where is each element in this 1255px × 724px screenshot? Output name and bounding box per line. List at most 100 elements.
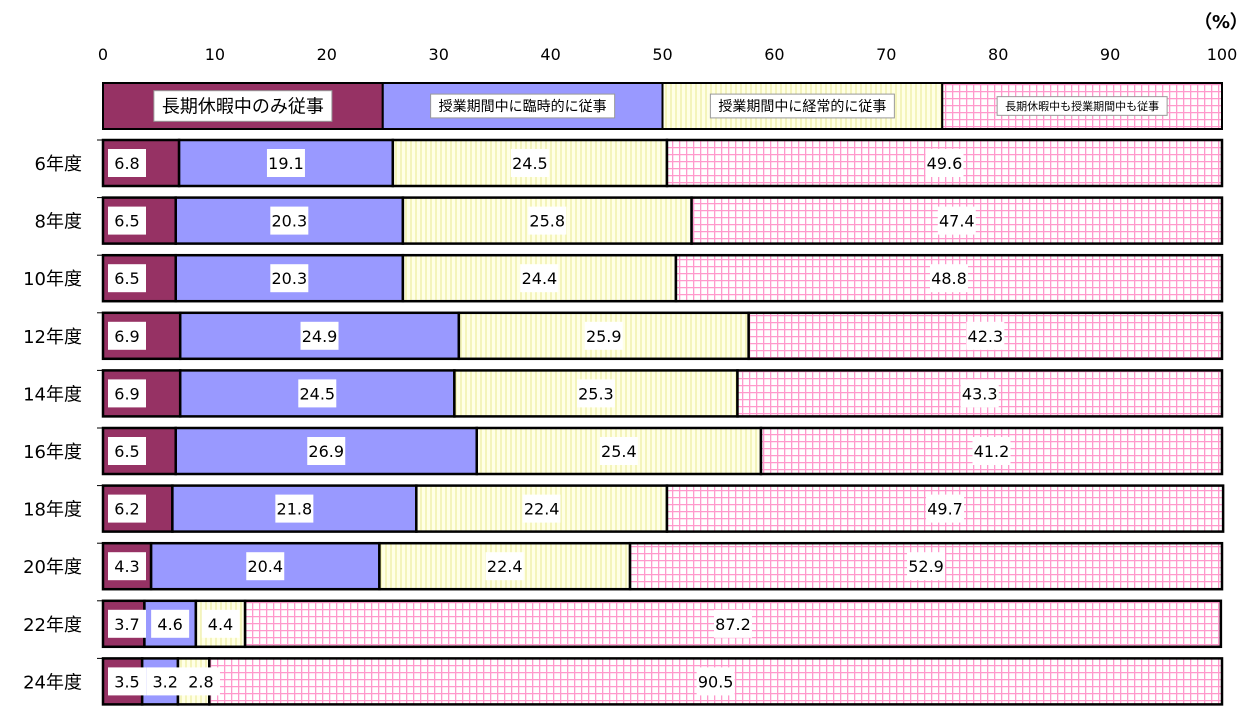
data-label: 87.2 — [715, 615, 751, 634]
bar-segment — [174, 253, 405, 303]
data-label: 47.4 — [939, 212, 975, 231]
data-label: 20.3 — [272, 212, 308, 231]
data-label: 3.2 — [152, 672, 177, 691]
data-label: 43.3 — [962, 384, 998, 403]
bar-segment — [178, 311, 461, 361]
data-label: 6.5 — [114, 212, 139, 231]
data-label-box — [485, 552, 524, 581]
x-tick-label: 50 — [652, 45, 672, 64]
data-label-box — [907, 552, 946, 581]
data-label: 4.6 — [157, 615, 182, 634]
data-label: 6.2 — [114, 500, 139, 519]
data-label-box — [108, 379, 146, 408]
data-label-box — [713, 609, 752, 638]
data-label: 25.9 — [586, 327, 622, 346]
data-label: 41.2 — [974, 442, 1010, 461]
data-label: 24.9 — [302, 327, 338, 346]
data-label-box — [510, 149, 549, 177]
data-label-box — [146, 667, 185, 696]
data-label-box — [108, 437, 146, 465]
data-label-box — [300, 321, 339, 350]
x-tick-label: 40 — [540, 45, 560, 64]
data-label: 2.8 — [188, 672, 213, 691]
category-label: 14年度 — [23, 384, 82, 405]
category-label: 24年度 — [23, 672, 82, 693]
data-label: 42.3 — [968, 327, 1004, 346]
data-label-box — [528, 206, 567, 235]
bar-segment — [243, 599, 1223, 649]
data-label: 26.9 — [308, 442, 344, 461]
data-label-box — [108, 206, 146, 235]
category-label: 22年度 — [23, 615, 82, 636]
data-label-box — [307, 437, 346, 465]
category-label: 10年度 — [23, 269, 82, 290]
data-label-box — [266, 149, 305, 177]
x-tick-label: 90 — [1100, 45, 1120, 64]
x-tick-label: 80 — [988, 45, 1008, 64]
data-label: 49.6 — [927, 154, 963, 173]
data-label: 22.4 — [487, 557, 523, 576]
data-label-box — [937, 206, 976, 235]
legend-label: 授業期間中に経常的に従事 — [718, 99, 886, 115]
data-label-box — [108, 149, 146, 177]
data-label-box — [696, 667, 735, 696]
data-label-box — [181, 667, 220, 696]
data-label: 24.5 — [299, 384, 335, 403]
data-label-box — [929, 264, 968, 293]
data-label-box — [108, 552, 146, 581]
data-label-box — [201, 609, 240, 638]
x-tick-label: 20 — [317, 45, 337, 64]
data-label: 3.5 — [114, 672, 139, 691]
data-label-box — [151, 609, 190, 638]
x-tick-label: 70 — [876, 45, 896, 64]
category-label: 18年度 — [23, 500, 82, 521]
data-label-box — [576, 379, 615, 408]
data-label: 21.8 — [277, 500, 313, 519]
x-tick-label: 0 — [98, 45, 108, 64]
data-label-box — [584, 321, 623, 350]
data-label: 19.1 — [268, 154, 304, 173]
legend-label-box — [996, 96, 1168, 116]
data-label: 25.3 — [578, 384, 614, 403]
data-label-box — [599, 437, 638, 465]
data-label-box — [925, 149, 964, 177]
data-label-box — [520, 264, 559, 293]
legend-label: 長期休暇中のみ従事 — [162, 96, 324, 117]
x-tick-label: 10 — [205, 45, 225, 64]
data-label-box — [522, 494, 561, 523]
data-label: 6.8 — [114, 154, 139, 173]
data-label: 49.7 — [927, 500, 963, 519]
data-label: 22.4 — [524, 500, 560, 519]
data-label: 4.3 — [114, 557, 139, 576]
legend-label-box — [709, 93, 895, 119]
data-label-box — [926, 494, 965, 523]
data-label: 25.4 — [601, 442, 637, 461]
legend-label-box — [153, 90, 333, 122]
x-tick-label: 100 — [1207, 45, 1238, 64]
category-label: 12年度 — [23, 327, 82, 348]
data-label-box — [270, 264, 309, 293]
data-label-box — [275, 494, 314, 523]
legend-label: 長期休暇中も授業期間中も従事 — [1005, 99, 1159, 113]
data-label: 48.8 — [931, 269, 967, 288]
x-tick-label: 30 — [429, 45, 449, 64]
bar-segment — [415, 484, 669, 533]
data-label-box — [246, 552, 285, 581]
data-label-box — [960, 379, 999, 408]
data-label-box — [108, 321, 146, 350]
data-label-box — [298, 379, 337, 408]
data-label: 6.9 — [114, 327, 139, 346]
data-label: 24.5 — [512, 154, 548, 173]
data-label: 90.5 — [698, 672, 734, 691]
data-label-box — [270, 206, 309, 235]
data-label-box — [972, 437, 1011, 465]
data-label: 20.4 — [247, 557, 283, 576]
category-label: 20年度 — [23, 557, 82, 578]
x-tick-label: 60 — [764, 45, 784, 64]
data-label: 3.7 — [114, 615, 139, 634]
data-label: 20.3 — [272, 269, 308, 288]
legend-label-box — [430, 93, 616, 119]
data-label: 4.4 — [208, 615, 233, 634]
